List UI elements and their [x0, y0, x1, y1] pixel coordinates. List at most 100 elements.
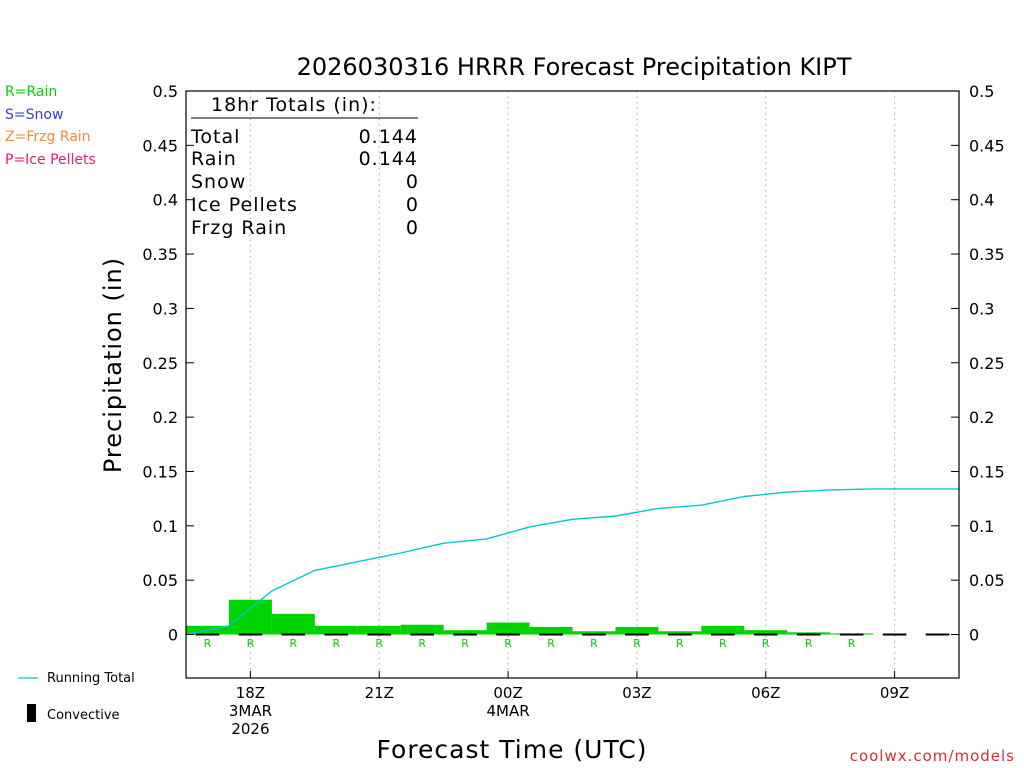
rain-bar	[400, 624, 444, 635]
legend-snow: S=Snow	[5, 107, 63, 123]
y-tick-label-left: 0.45	[142, 136, 178, 155]
precip-type-mark: R	[719, 637, 727, 650]
y-axis-ticks: 0 00.05 0.050.1 0.10.15 0.150.2 0.20.25 0.250.…	[142, 82, 1004, 645]
y-tick-label-right: 0.35	[969, 245, 1005, 264]
precip-type-mark: R	[848, 637, 856, 650]
totals-value-frzg-rain: 0	[406, 217, 418, 239]
x-tick-label: 18Z	[236, 684, 265, 702]
convective-bar	[839, 633, 864, 636]
y-tick-label-right: 0	[969, 626, 979, 645]
precip-type-mark: R	[461, 637, 469, 650]
chart-title: 2026030316 HRRR Forecast Precipitation K…	[297, 53, 852, 81]
precip-type-mark: R	[375, 637, 383, 650]
precip-type-mark: R	[547, 637, 555, 650]
totals-label-rain: Rain	[191, 148, 237, 170]
x-tick-label: 3MAR	[229, 702, 272, 720]
convective-bar	[753, 633, 778, 636]
precip-type-mark: R	[418, 637, 426, 650]
convective-bar	[710, 633, 735, 636]
convective-bar	[796, 633, 821, 636]
x-tick-label: 00Z	[493, 684, 522, 702]
legend-convective-swatch	[27, 704, 36, 722]
rain-bar	[271, 613, 315, 635]
totals-label-frzg-rain: Frzg Rain	[191, 217, 287, 239]
precip-type-mark: R	[332, 637, 340, 650]
totals-box: 18hr Totals (in): Total 0.144 Rain 0.144…	[190, 94, 418, 239]
y-tick-label-right: 0.2	[969, 408, 994, 427]
rain-bar	[314, 625, 358, 635]
rain-bar	[615, 626, 659, 635]
rain-bar	[357, 625, 401, 635]
x-tick-label: 2026	[231, 720, 269, 738]
y-tick-label-right: 0.3	[969, 299, 994, 318]
y-tick-label-left: 0.05	[142, 571, 178, 590]
y-tick-label-left: 0.3	[153, 299, 178, 318]
rain-bar	[744, 630, 788, 635]
y-tick-label-left: 0.5	[153, 82, 178, 101]
y-tick-label-left: 0.35	[142, 245, 178, 264]
precip-type-mark: R	[805, 637, 813, 650]
precip-type-mark: R	[762, 637, 770, 650]
y-tick-label-right: 0.25	[969, 354, 1005, 373]
totals-value-rain: 0.144	[359, 148, 418, 170]
totals-label-snow: Snow	[191, 171, 246, 193]
x-tick-label: 06Z	[751, 684, 780, 702]
legend-running-total-label: Running Total	[47, 671, 135, 686]
convective-bar	[367, 633, 392, 636]
y-tick-label-left: 0	[168, 626, 178, 645]
rain-bar	[572, 631, 616, 635]
rain-bar	[529, 626, 573, 635]
totals-label-ice-pellets: Ice Pellets	[191, 194, 298, 216]
rain-bar	[443, 630, 487, 635]
y-tick-label-right: 0.45	[969, 136, 1005, 155]
y-axis-label: Precipitation (in)	[99, 257, 127, 473]
running-total-series	[185, 488, 959, 636]
convective-bar	[281, 633, 306, 636]
convective-bar	[453, 633, 477, 636]
legend-convective-label: Convective	[47, 708, 120, 723]
y-tick-label-left: 0.25	[142, 354, 178, 373]
y-tick-label-left: 0.4	[153, 191, 178, 210]
plot-frame	[185, 90, 960, 679]
convective-bar	[238, 633, 263, 636]
convective-bar	[410, 633, 435, 636]
convective-bar	[582, 633, 606, 636]
rain-bar	[228, 599, 272, 635]
rain-bar	[658, 631, 702, 635]
totals-value-snow: 0	[406, 171, 418, 193]
y-tick-label-right: 0.5	[969, 82, 994, 101]
y-tick-label-right: 0.1	[969, 517, 994, 536]
rain-bars	[186, 599, 874, 635]
running-total-line	[185, 488, 959, 636]
convective-bar	[195, 633, 220, 636]
rain-bar	[701, 625, 745, 635]
rain-bar	[787, 632, 831, 635]
precip-type-mark: R	[633, 637, 641, 650]
legend-ice-pellets: P=Ice Pellets	[5, 152, 96, 168]
convective-bar	[625, 633, 649, 636]
y-tick-label-left: 0.15	[142, 462, 178, 481]
x-tick-label: 4MAR	[486, 702, 529, 720]
convective-bar	[539, 633, 563, 636]
convective-bar	[324, 633, 349, 636]
precip-type-mark: R	[204, 637, 212, 650]
convective-bar	[925, 633, 950, 636]
credit-text: coolwx.com/models	[850, 747, 1015, 765]
convective-bar	[882, 633, 907, 636]
precip-type-mark: R	[676, 637, 684, 650]
y-tick-label-right: 0.4	[969, 191, 994, 210]
x-tick-label: 03Z	[622, 684, 651, 702]
totals-value-ice-pellets: 0	[406, 194, 418, 216]
x-tick-label: 21Z	[365, 684, 394, 702]
y-tick-label-left: 0.1	[153, 517, 178, 536]
convective-bar	[668, 633, 692, 636]
x-tick-label: 09Z	[880, 684, 909, 702]
convective-bar	[496, 633, 520, 636]
precip-type-mark: R	[290, 637, 298, 650]
rain-bar	[486, 622, 530, 635]
legend-frzg-rain: Z=Frzg Rain	[5, 129, 91, 145]
precip-type-mark: R	[590, 637, 598, 650]
precip-type-mark: R	[504, 637, 512, 650]
